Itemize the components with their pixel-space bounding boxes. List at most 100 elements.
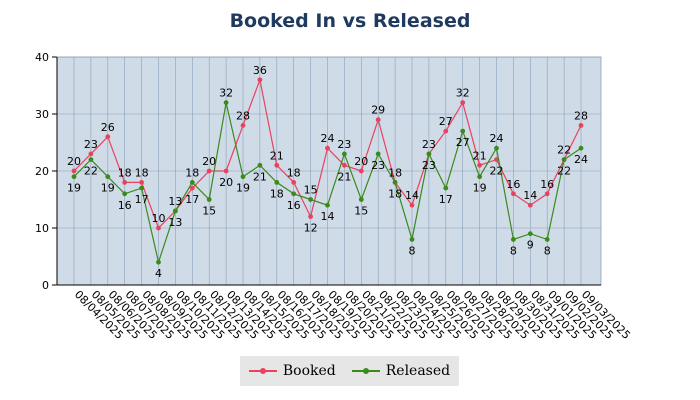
data-label-booked: 22 xyxy=(557,144,571,157)
data-point-booked xyxy=(358,168,364,174)
y-tick-label: 20 xyxy=(35,165,49,178)
data-point-released xyxy=(291,191,297,197)
data-point-released xyxy=(325,202,330,208)
data-label-released: 18 xyxy=(388,187,402,200)
data-label-booked: 24 xyxy=(321,132,335,145)
data-label-released: 15 xyxy=(354,205,368,218)
data-label-released: 17 xyxy=(135,193,149,206)
data-label-released: 8 xyxy=(510,244,517,257)
data-label-released: 8 xyxy=(544,244,551,257)
data-label-booked: 20 xyxy=(354,155,368,168)
data-label-released: 16 xyxy=(118,199,132,212)
data-point-released xyxy=(173,208,178,214)
data-label-booked: 16 xyxy=(506,178,520,191)
data-label-released: 21 xyxy=(253,170,267,183)
data-label-booked: 22 xyxy=(490,165,504,178)
legend-label-released: Released xyxy=(385,363,451,379)
data-point-booked xyxy=(460,100,466,105)
data-point-booked xyxy=(105,134,111,140)
data-label-released: 13 xyxy=(168,216,182,229)
data-label-released: 18 xyxy=(185,166,199,179)
legend-swatch-booked xyxy=(248,366,277,376)
data-point-released xyxy=(189,180,195,185)
data-point-booked xyxy=(274,162,280,168)
data-label-released: 18 xyxy=(270,187,284,200)
data-label-booked: 21 xyxy=(270,149,284,162)
data-label-booked: 26 xyxy=(101,121,115,134)
data-point-booked xyxy=(409,202,415,208)
data-label-booked: 10 xyxy=(152,212,166,225)
data-label-released: 32 xyxy=(219,87,233,100)
data-label-booked: 28 xyxy=(574,109,588,122)
data-point-released xyxy=(223,100,229,105)
data-label-booked: 27 xyxy=(439,115,453,128)
data-point-released xyxy=(511,237,516,242)
data-point-booked xyxy=(443,128,449,134)
data-point-released xyxy=(342,151,347,157)
data-label-booked: 16 xyxy=(540,178,554,191)
data-point-released xyxy=(156,259,161,265)
data-point-booked xyxy=(578,123,584,128)
data-point-released xyxy=(544,237,550,242)
data-point-booked xyxy=(308,214,313,220)
data-point-released xyxy=(257,162,263,168)
data-point-booked xyxy=(494,157,499,163)
data-point-released xyxy=(71,174,77,180)
data-point-booked xyxy=(189,185,195,191)
chart-title: Booked In vs Released xyxy=(229,10,471,32)
data-label-booked: 36 xyxy=(253,64,267,77)
data-label-released: 19 xyxy=(101,182,115,195)
data-point-released xyxy=(443,185,449,191)
data-label-booked: 29 xyxy=(371,104,385,117)
data-point-booked xyxy=(511,191,516,197)
data-label-released: 14 xyxy=(321,210,335,223)
legend-item-booked: Booked xyxy=(248,363,336,379)
data-label-booked: 32 xyxy=(456,87,470,100)
data-label-released: 22 xyxy=(557,165,571,178)
data-label-booked: 20 xyxy=(202,155,216,168)
data-label-booked: 20 xyxy=(219,176,233,189)
data-label-released: 27 xyxy=(456,136,470,149)
data-point-released xyxy=(139,185,145,191)
data-label-released: 15 xyxy=(304,184,318,197)
data-point-released xyxy=(274,180,280,185)
data-label-booked: 18 xyxy=(287,166,301,179)
data-point-booked xyxy=(527,202,533,208)
data-point-released xyxy=(409,237,415,242)
legend: Booked Released xyxy=(240,356,459,386)
data-label-booked: 28 xyxy=(236,109,250,122)
data-point-booked xyxy=(477,162,482,168)
data-label-released: 16 xyxy=(287,199,301,212)
data-label-booked: 12 xyxy=(304,222,318,235)
data-point-released xyxy=(426,151,432,157)
data-point-booked xyxy=(325,145,330,151)
data-point-released xyxy=(206,197,212,202)
data-point-booked xyxy=(206,168,212,174)
data-label-released: 23 xyxy=(337,138,351,151)
data-point-released xyxy=(527,231,533,237)
data-point-booked xyxy=(122,180,128,185)
data-point-booked xyxy=(291,180,297,185)
data-label-booked: 14 xyxy=(523,189,537,202)
data-point-released xyxy=(122,191,128,197)
data-point-booked xyxy=(544,191,550,197)
legend-item-released: Released xyxy=(351,363,451,379)
data-point-released xyxy=(392,180,398,185)
data-point-released xyxy=(578,145,584,151)
data-label-released: 15 xyxy=(202,205,216,218)
data-label-booked: 18 xyxy=(388,166,402,179)
y-tick-label: 0 xyxy=(42,279,49,292)
data-label-released: 9 xyxy=(527,239,534,252)
data-point-booked xyxy=(71,168,77,174)
data-label-released: 19 xyxy=(236,182,250,195)
data-point-booked xyxy=(223,168,229,174)
data-point-released xyxy=(240,174,246,180)
legend-swatch-released xyxy=(351,366,380,376)
data-label-booked: 21 xyxy=(473,149,487,162)
data-point-released xyxy=(88,157,94,163)
data-label-released: 24 xyxy=(574,153,588,166)
data-label-released: 22 xyxy=(84,165,98,178)
data-label-released: 19 xyxy=(473,182,487,195)
data-label-released: 23 xyxy=(422,159,436,172)
data-point-released xyxy=(460,128,466,134)
